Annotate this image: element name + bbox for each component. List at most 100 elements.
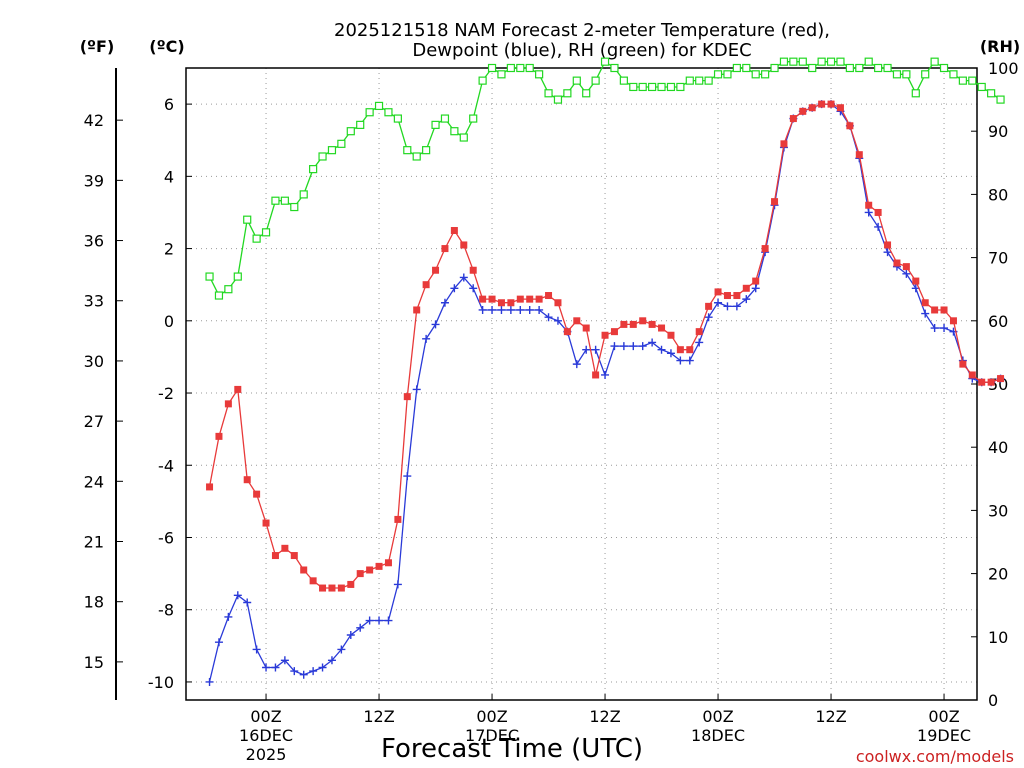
temperature-point [742,284,750,292]
rh-point [676,82,685,92]
rh-point [883,63,892,73]
dewpoint-point [657,345,666,354]
celsius-tick-label: 2 [164,240,174,259]
rh-point [450,127,459,136]
rh-point [271,196,280,205]
dewpoint-point [309,667,318,676]
temperature-point [601,331,609,339]
temperature-point [686,346,694,354]
dewpoint-point [356,623,365,632]
rh-point [789,57,798,66]
rh-point [817,57,826,66]
temperature-point [912,277,920,285]
rh-tick-label: 0 [988,691,998,710]
temperature-point [234,385,242,393]
fahrenheit-tick-label: 15 [84,653,104,672]
dewpoint-point [422,334,431,343]
temperature-point [497,299,505,307]
rh-point [459,133,468,142]
dewpoint-point [478,305,487,314]
rh-point [469,114,478,123]
dewpoint-point [930,324,939,333]
dewpoint-point [695,338,704,347]
rh-point [968,76,977,85]
temperature-point [771,198,779,206]
dewpoint-point [431,320,440,329]
temperature-point [789,115,797,123]
temperature-point [676,346,684,354]
fahrenheit-tick-label: 27 [84,412,104,431]
rh-point [309,165,318,174]
temperature-point [469,266,477,274]
rh-point [685,76,694,85]
time-tick-date: 18DEC [691,726,745,745]
time-tick-label: 00Z [476,707,507,726]
dewpoint-point [280,656,289,665]
rh-point [252,234,261,243]
dewpoint-point [714,298,723,307]
temperature-point [827,100,835,108]
temperature-point [968,371,976,379]
celsius-tick-label: -4 [158,456,174,475]
temperature-point [366,566,374,574]
rh-point [600,57,610,66]
temperature-point [281,544,289,552]
rh-point [506,63,515,73]
fahrenheit-tick-label: 42 [84,111,104,130]
rh-point [290,202,299,212]
rh-point [572,76,581,85]
rh-point [761,70,770,79]
temperature-point [563,328,571,336]
temperature-point [865,201,873,209]
fahrenheit-ticks: 15 18 21 24 27 30 33 36 39 42 [84,111,123,672]
rh-point [704,76,713,85]
rh-tick-label: 60 [988,312,1008,331]
dewpoint-point [921,309,930,318]
rh-point [478,76,487,85]
time-tick-date: 16DEC [239,726,293,745]
rh-point [487,63,497,73]
rh-point [958,76,967,85]
dewpoint-point [393,580,402,589]
temperature-point [413,306,421,314]
temperature-point [328,584,336,592]
celsius-tick-label: -2 [158,384,174,403]
dewpoint-point [751,284,760,293]
credit-text[interactable]: coolwx.com/models [856,747,1014,766]
dewpoint-point [666,349,675,358]
temperature-point [535,295,543,303]
celsius-tick-label: -6 [158,528,174,547]
dewpoint-point [205,677,214,686]
temperature-point [978,378,986,386]
dewpoint-point [601,370,610,379]
rh-point [864,57,873,66]
temperature-point [592,371,600,379]
temperature-point [987,378,995,386]
temperature-point [319,584,327,592]
rh-point [384,108,393,117]
rh-tick-label: 10 [988,628,1008,647]
celsius-tick-label: 0 [164,312,174,331]
temperature-point [309,577,317,585]
dewpoint-point [638,342,647,351]
rh-point [374,101,384,111]
rh-tick-label: 70 [988,249,1008,268]
temperature-point [215,432,223,440]
temperature-point [347,580,355,588]
rh-point [874,63,883,73]
dewpoint-point [290,667,299,676]
time-tick-date: 17DEC [465,726,519,745]
rh-point [261,228,271,237]
time-tick-label: 12Z [363,707,394,726]
temperature-point [846,122,854,130]
rh-tick-label: 100 [988,59,1019,78]
x-axis-label: Forecast Time (UTC) [381,734,643,764]
rh-point [497,70,506,79]
dewpoint-point [450,284,459,293]
dewpoint-point [506,305,515,314]
series-dewpoint [205,100,1005,686]
rh-point [403,146,412,155]
dewpoint-point [648,338,657,347]
